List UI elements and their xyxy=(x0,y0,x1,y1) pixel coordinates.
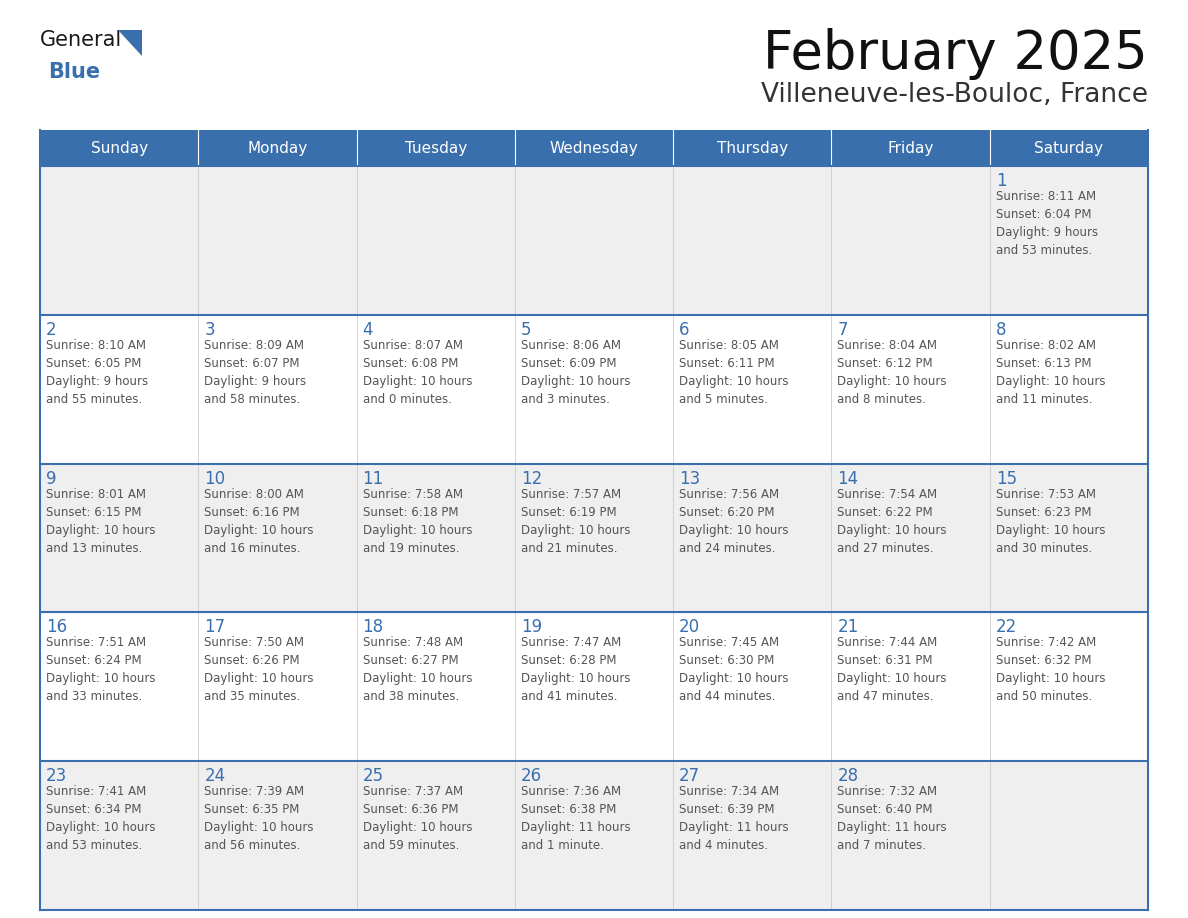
Text: Villeneuve-les-Bouloc, France: Villeneuve-les-Bouloc, France xyxy=(762,82,1148,108)
Text: 1: 1 xyxy=(996,172,1006,190)
Text: Friday: Friday xyxy=(887,140,934,155)
Text: February 2025: February 2025 xyxy=(763,28,1148,80)
Bar xyxy=(990,130,1148,166)
Text: 4: 4 xyxy=(362,320,373,339)
Text: Sunrise: 7:44 AM
Sunset: 6:31 PM
Daylight: 10 hours
and 47 minutes.: Sunrise: 7:44 AM Sunset: 6:31 PM Dayligh… xyxy=(838,636,947,703)
Text: 27: 27 xyxy=(680,767,700,785)
Text: Sunrise: 7:45 AM
Sunset: 6:30 PM
Daylight: 10 hours
and 44 minutes.: Sunrise: 7:45 AM Sunset: 6:30 PM Dayligh… xyxy=(680,636,789,703)
Bar xyxy=(40,761,1148,910)
Text: 9: 9 xyxy=(46,470,57,487)
Bar xyxy=(514,130,674,166)
Text: 19: 19 xyxy=(520,619,542,636)
Text: Sunrise: 7:47 AM
Sunset: 6:28 PM
Daylight: 10 hours
and 41 minutes.: Sunrise: 7:47 AM Sunset: 6:28 PM Dayligh… xyxy=(520,636,631,703)
Text: 12: 12 xyxy=(520,470,542,487)
Text: 18: 18 xyxy=(362,619,384,636)
Text: Blue: Blue xyxy=(48,62,100,82)
Text: Sunday: Sunday xyxy=(90,140,147,155)
Text: 11: 11 xyxy=(362,470,384,487)
Bar xyxy=(674,130,832,166)
Text: Sunrise: 8:10 AM
Sunset: 6:05 PM
Daylight: 9 hours
and 55 minutes.: Sunrise: 8:10 AM Sunset: 6:05 PM Dayligh… xyxy=(46,339,148,406)
Text: 25: 25 xyxy=(362,767,384,785)
Text: Sunrise: 7:32 AM
Sunset: 6:40 PM
Daylight: 11 hours
and 7 minutes.: Sunrise: 7:32 AM Sunset: 6:40 PM Dayligh… xyxy=(838,785,947,852)
Text: Monday: Monday xyxy=(247,140,308,155)
Text: 17: 17 xyxy=(204,619,226,636)
Text: Saturday: Saturday xyxy=(1035,140,1104,155)
Text: Sunrise: 7:50 AM
Sunset: 6:26 PM
Daylight: 10 hours
and 35 minutes.: Sunrise: 7:50 AM Sunset: 6:26 PM Dayligh… xyxy=(204,636,314,703)
Text: Sunrise: 7:42 AM
Sunset: 6:32 PM
Daylight: 10 hours
and 50 minutes.: Sunrise: 7:42 AM Sunset: 6:32 PM Dayligh… xyxy=(996,636,1105,703)
Text: Sunrise: 7:58 AM
Sunset: 6:18 PM
Daylight: 10 hours
and 19 minutes.: Sunrise: 7:58 AM Sunset: 6:18 PM Dayligh… xyxy=(362,487,472,554)
Bar xyxy=(356,130,514,166)
Text: Sunrise: 8:11 AM
Sunset: 6:04 PM
Daylight: 9 hours
and 53 minutes.: Sunrise: 8:11 AM Sunset: 6:04 PM Dayligh… xyxy=(996,190,1098,257)
Text: Sunrise: 8:01 AM
Sunset: 6:15 PM
Daylight: 10 hours
and 13 minutes.: Sunrise: 8:01 AM Sunset: 6:15 PM Dayligh… xyxy=(46,487,156,554)
Bar xyxy=(40,166,1148,315)
Text: 28: 28 xyxy=(838,767,859,785)
Text: 26: 26 xyxy=(520,767,542,785)
Text: Sunrise: 7:54 AM
Sunset: 6:22 PM
Daylight: 10 hours
and 27 minutes.: Sunrise: 7:54 AM Sunset: 6:22 PM Dayligh… xyxy=(838,487,947,554)
Bar xyxy=(40,464,1148,612)
Text: Sunrise: 8:02 AM
Sunset: 6:13 PM
Daylight: 10 hours
and 11 minutes.: Sunrise: 8:02 AM Sunset: 6:13 PM Dayligh… xyxy=(996,339,1105,406)
Text: 15: 15 xyxy=(996,470,1017,487)
Text: 2: 2 xyxy=(46,320,57,339)
Bar xyxy=(198,130,356,166)
Text: 14: 14 xyxy=(838,470,859,487)
Bar xyxy=(40,130,198,166)
Text: General: General xyxy=(40,30,122,50)
Text: Sunrise: 7:41 AM
Sunset: 6:34 PM
Daylight: 10 hours
and 53 minutes.: Sunrise: 7:41 AM Sunset: 6:34 PM Dayligh… xyxy=(46,785,156,852)
Text: 13: 13 xyxy=(680,470,701,487)
Text: Sunrise: 7:56 AM
Sunset: 6:20 PM
Daylight: 10 hours
and 24 minutes.: Sunrise: 7:56 AM Sunset: 6:20 PM Dayligh… xyxy=(680,487,789,554)
Text: Sunrise: 8:09 AM
Sunset: 6:07 PM
Daylight: 9 hours
and 58 minutes.: Sunrise: 8:09 AM Sunset: 6:07 PM Dayligh… xyxy=(204,339,307,406)
Text: Thursday: Thursday xyxy=(716,140,788,155)
Text: 3: 3 xyxy=(204,320,215,339)
Text: Sunrise: 7:51 AM
Sunset: 6:24 PM
Daylight: 10 hours
and 33 minutes.: Sunrise: 7:51 AM Sunset: 6:24 PM Dayligh… xyxy=(46,636,156,703)
Text: Sunrise: 8:04 AM
Sunset: 6:12 PM
Daylight: 10 hours
and 8 minutes.: Sunrise: 8:04 AM Sunset: 6:12 PM Dayligh… xyxy=(838,339,947,406)
Bar xyxy=(832,130,990,166)
Text: Sunrise: 7:36 AM
Sunset: 6:38 PM
Daylight: 11 hours
and 1 minute.: Sunrise: 7:36 AM Sunset: 6:38 PM Dayligh… xyxy=(520,785,631,852)
Polygon shape xyxy=(118,30,143,56)
Text: 16: 16 xyxy=(46,619,68,636)
Text: Sunrise: 7:34 AM
Sunset: 6:39 PM
Daylight: 11 hours
and 4 minutes.: Sunrise: 7:34 AM Sunset: 6:39 PM Dayligh… xyxy=(680,785,789,852)
Text: 6: 6 xyxy=(680,320,690,339)
Text: 23: 23 xyxy=(46,767,68,785)
Text: 5: 5 xyxy=(520,320,531,339)
Text: Sunrise: 7:48 AM
Sunset: 6:27 PM
Daylight: 10 hours
and 38 minutes.: Sunrise: 7:48 AM Sunset: 6:27 PM Dayligh… xyxy=(362,636,472,703)
Text: 8: 8 xyxy=(996,320,1006,339)
Text: 21: 21 xyxy=(838,619,859,636)
Text: Sunrise: 8:07 AM
Sunset: 6:08 PM
Daylight: 10 hours
and 0 minutes.: Sunrise: 8:07 AM Sunset: 6:08 PM Dayligh… xyxy=(362,339,472,406)
Bar xyxy=(40,612,1148,761)
Text: Wednesday: Wednesday xyxy=(550,140,638,155)
Text: Sunrise: 7:53 AM
Sunset: 6:23 PM
Daylight: 10 hours
and 30 minutes.: Sunrise: 7:53 AM Sunset: 6:23 PM Dayligh… xyxy=(996,487,1105,554)
Text: 22: 22 xyxy=(996,619,1017,636)
Text: 7: 7 xyxy=(838,320,848,339)
Text: Sunrise: 7:57 AM
Sunset: 6:19 PM
Daylight: 10 hours
and 21 minutes.: Sunrise: 7:57 AM Sunset: 6:19 PM Dayligh… xyxy=(520,487,631,554)
Text: Sunrise: 8:06 AM
Sunset: 6:09 PM
Daylight: 10 hours
and 3 minutes.: Sunrise: 8:06 AM Sunset: 6:09 PM Dayligh… xyxy=(520,339,631,406)
Text: Sunrise: 8:05 AM
Sunset: 6:11 PM
Daylight: 10 hours
and 5 minutes.: Sunrise: 8:05 AM Sunset: 6:11 PM Dayligh… xyxy=(680,339,789,406)
Text: Tuesday: Tuesday xyxy=(405,140,467,155)
Text: Sunrise: 7:39 AM
Sunset: 6:35 PM
Daylight: 10 hours
and 56 minutes.: Sunrise: 7:39 AM Sunset: 6:35 PM Dayligh… xyxy=(204,785,314,852)
Text: Sunrise: 8:00 AM
Sunset: 6:16 PM
Daylight: 10 hours
and 16 minutes.: Sunrise: 8:00 AM Sunset: 6:16 PM Dayligh… xyxy=(204,487,314,554)
Text: 10: 10 xyxy=(204,470,226,487)
Text: 20: 20 xyxy=(680,619,700,636)
Bar xyxy=(40,315,1148,464)
Text: Sunrise: 7:37 AM
Sunset: 6:36 PM
Daylight: 10 hours
and 59 minutes.: Sunrise: 7:37 AM Sunset: 6:36 PM Dayligh… xyxy=(362,785,472,852)
Text: 24: 24 xyxy=(204,767,226,785)
